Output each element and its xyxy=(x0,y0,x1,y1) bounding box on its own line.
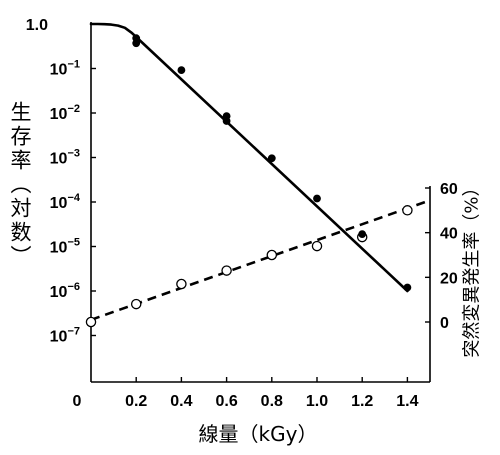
survival-rate-point xyxy=(267,154,276,163)
x-tick-label: 0.6 xyxy=(215,393,237,410)
tick-label-exponent: −1 xyxy=(67,59,80,71)
mutation-rate-point xyxy=(221,265,232,276)
data-points xyxy=(85,34,413,328)
y-left-tick-label: 10−4 xyxy=(50,192,81,212)
y-left-axis-title: 生存率（対数） xyxy=(8,101,32,269)
mutation-rate-point xyxy=(311,240,323,252)
axis-ticks xyxy=(91,23,430,382)
tick-label-exponent: −5 xyxy=(67,237,80,249)
x-tick-label: 0 xyxy=(73,393,82,410)
survival-rate-point xyxy=(132,39,141,48)
axis-tick-labels: 0 0.2 0.4 0.6 0.8 1.0 1.2 1.41.010−110−210−310−… xyxy=(26,17,458,410)
tick-label-exponent: −7 xyxy=(67,326,80,338)
tick-label-base: 10 xyxy=(50,240,68,257)
survival-rate-point xyxy=(222,117,231,125)
tick-label-exponent: −6 xyxy=(67,281,80,293)
tick-label-exponent: −4 xyxy=(67,192,80,204)
tick-label-base: 10 xyxy=(50,329,68,346)
tick-label-base: 10 xyxy=(50,195,68,212)
mutation-rate-point xyxy=(176,278,187,290)
y-left-tick-label: 10−2 xyxy=(50,103,80,123)
mutation-rate-point xyxy=(85,316,97,328)
y-right-tick-label: 40 xyxy=(440,226,458,243)
x-tick-label: 0.8 xyxy=(261,393,283,410)
y-left-tick-label: 10−7 xyxy=(50,326,80,346)
mutation-rate-point xyxy=(266,249,278,261)
y-right-tick-label: 60 xyxy=(440,181,458,198)
y-left-tick-label: 10−3 xyxy=(50,148,80,168)
tick-label-base: 10 xyxy=(50,62,68,79)
y-left-tick-label: 10−6 xyxy=(50,281,80,301)
x-tick-label: 1.0 xyxy=(306,393,328,410)
tick-label-exponent: −2 xyxy=(67,103,80,115)
survival-rate-point xyxy=(403,283,412,292)
x-axis-title: 線量（kGy） xyxy=(199,422,318,446)
survival-rate-point xyxy=(177,66,186,74)
survival-curve xyxy=(89,22,409,293)
x-tick-label: 0.2 xyxy=(125,393,147,410)
x-tick-label: 0.4 xyxy=(170,393,192,410)
x-tick-label: 1.4 xyxy=(396,393,418,410)
x-tick-label: 1.2 xyxy=(351,393,373,410)
y-right-tick-label: 0 xyxy=(440,315,449,332)
survival-rate-point xyxy=(358,230,367,239)
tick-label-base: 10 xyxy=(50,106,68,123)
fit-lines xyxy=(89,22,431,322)
y-left-tick-label: 1.0 xyxy=(26,17,48,34)
tick-label-base: 10 xyxy=(50,284,68,301)
mutation-rate-point xyxy=(130,298,142,310)
mutation-trend-line xyxy=(90,199,431,322)
mutation-rate-point xyxy=(402,205,413,216)
y-right-axis-title: 突然変異発生率（%） xyxy=(462,178,483,357)
y-left-tick-label: 10−5 xyxy=(50,237,80,257)
tick-label-base: 10 xyxy=(50,151,68,168)
y-left-tick-label: 10−1 xyxy=(50,59,80,79)
survival-rate-point xyxy=(313,194,321,203)
y-right-tick-label: 20 xyxy=(440,270,458,287)
tick-label-exponent: −3 xyxy=(67,148,80,160)
